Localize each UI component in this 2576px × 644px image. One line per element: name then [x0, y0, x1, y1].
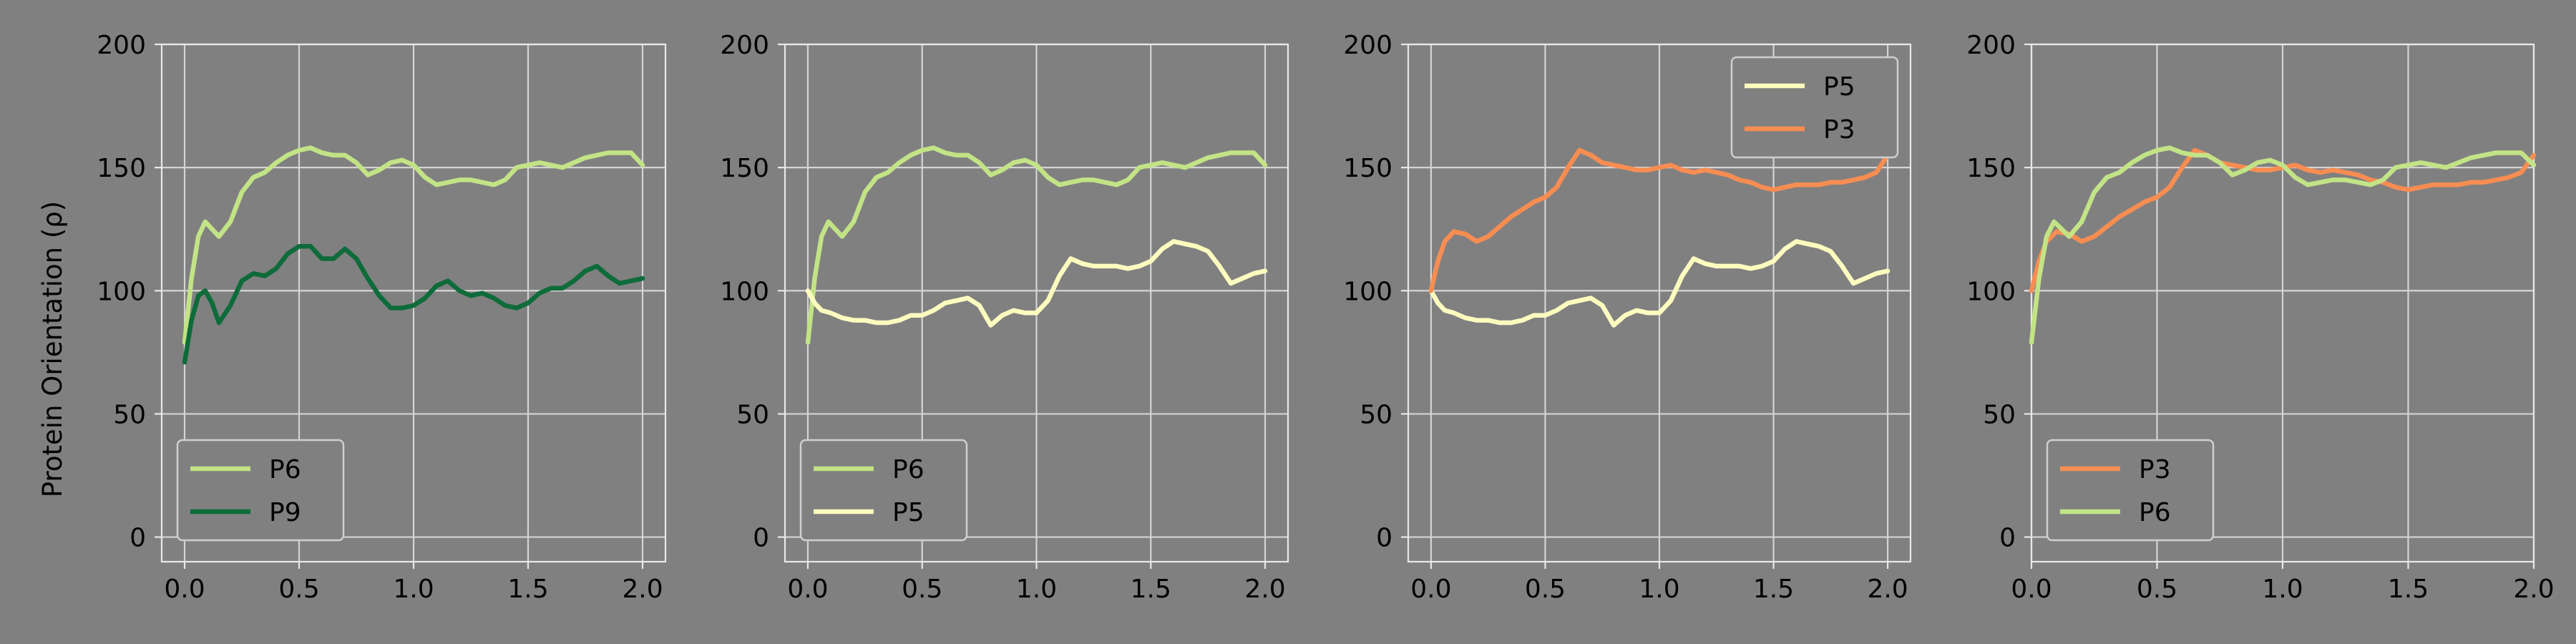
x-tick-label: 0.0 — [164, 575, 205, 604]
y-tick-label: 50 — [113, 400, 146, 429]
y-tick-label: 200 — [97, 31, 146, 60]
legend-label-p9: P9 — [269, 498, 301, 527]
x-tick-label: 1.0 — [393, 575, 434, 604]
series-line-p9 — [182, 244, 645, 365]
x-tick-label: 1.5 — [507, 575, 548, 604]
y-axis-label: Protein Orientation (ρ) — [37, 201, 68, 497]
y-tick-label: 50 — [1983, 400, 2016, 429]
x-tick-label: 0.0 — [2011, 575, 2051, 604]
x-tick-label: 1.0 — [2262, 575, 2303, 604]
y-tick-label: 50 — [736, 400, 769, 429]
y-tick-label: 200 — [1343, 31, 1392, 60]
x-tick-label: 0.5 — [2137, 575, 2177, 604]
y-tick-label: 150 — [97, 154, 146, 183]
series-line-p6 — [182, 145, 645, 345]
y-tick-label: 0 — [1376, 524, 1392, 553]
y-tick-label: 200 — [720, 31, 769, 60]
legend-box — [176, 439, 345, 542]
legend-label-p3: P3 — [1823, 115, 1855, 145]
x-tick-label: 2.0 — [1867, 575, 1908, 604]
legend-label-p6: P6 — [2139, 498, 2171, 527]
x-tick-label: 1.5 — [2388, 575, 2429, 604]
legend-label-p6: P6 — [269, 455, 301, 484]
x-tick-label: 2.0 — [2513, 575, 2554, 604]
y-tick-label: 150 — [720, 154, 769, 183]
x-tick-label: 2.0 — [622, 575, 663, 604]
y-tick-label: 0 — [1999, 524, 2016, 553]
series-line-p6 — [805, 145, 1268, 345]
x-tick-label: 1.5 — [1131, 575, 1171, 604]
legend-label-p5: P5 — [892, 498, 924, 527]
x-tick-label: 0.5 — [902, 575, 942, 604]
y-tick-label: 50 — [1360, 400, 1392, 429]
legend-label-p5: P5 — [1823, 72, 1855, 102]
series-line-p3 — [1428, 147, 1890, 293]
x-tick-label: 0.5 — [278, 575, 319, 604]
x-tick-label: 0.0 — [1410, 575, 1451, 604]
legend-box — [2046, 439, 2215, 542]
y-tick-label: 100 — [1343, 277, 1392, 306]
y-tick-label: 0 — [130, 524, 146, 553]
y-tick-label: 150 — [1966, 154, 2016, 183]
x-tick-label: 1.0 — [1016, 575, 1057, 604]
y-tick-label: 0 — [753, 524, 769, 553]
legend-label-p6: P6 — [892, 455, 924, 484]
series-line-p5 — [1428, 239, 1890, 328]
y-tick-label: 200 — [1966, 31, 2016, 60]
x-tick-label: 0.0 — [787, 575, 828, 604]
y-tick-label: 150 — [1343, 154, 1392, 183]
legend-box — [1730, 56, 1899, 159]
x-tick-label: 1.0 — [1639, 575, 1679, 604]
y-tick-label: 100 — [720, 277, 769, 306]
y-tick-label: 100 — [97, 277, 146, 306]
series-line-p5 — [805, 239, 1268, 328]
legend-label-p3: P3 — [2139, 455, 2171, 484]
series-line-p3 — [2029, 147, 2537, 293]
legend-box — [799, 439, 968, 542]
x-tick-label: 0.5 — [1525, 575, 1566, 604]
y-tick-label: 100 — [1966, 277, 2016, 306]
x-tick-label: 1.5 — [1753, 575, 1794, 604]
x-tick-label: 2.0 — [1244, 575, 1285, 604]
series-line-p6 — [2029, 145, 2537, 345]
